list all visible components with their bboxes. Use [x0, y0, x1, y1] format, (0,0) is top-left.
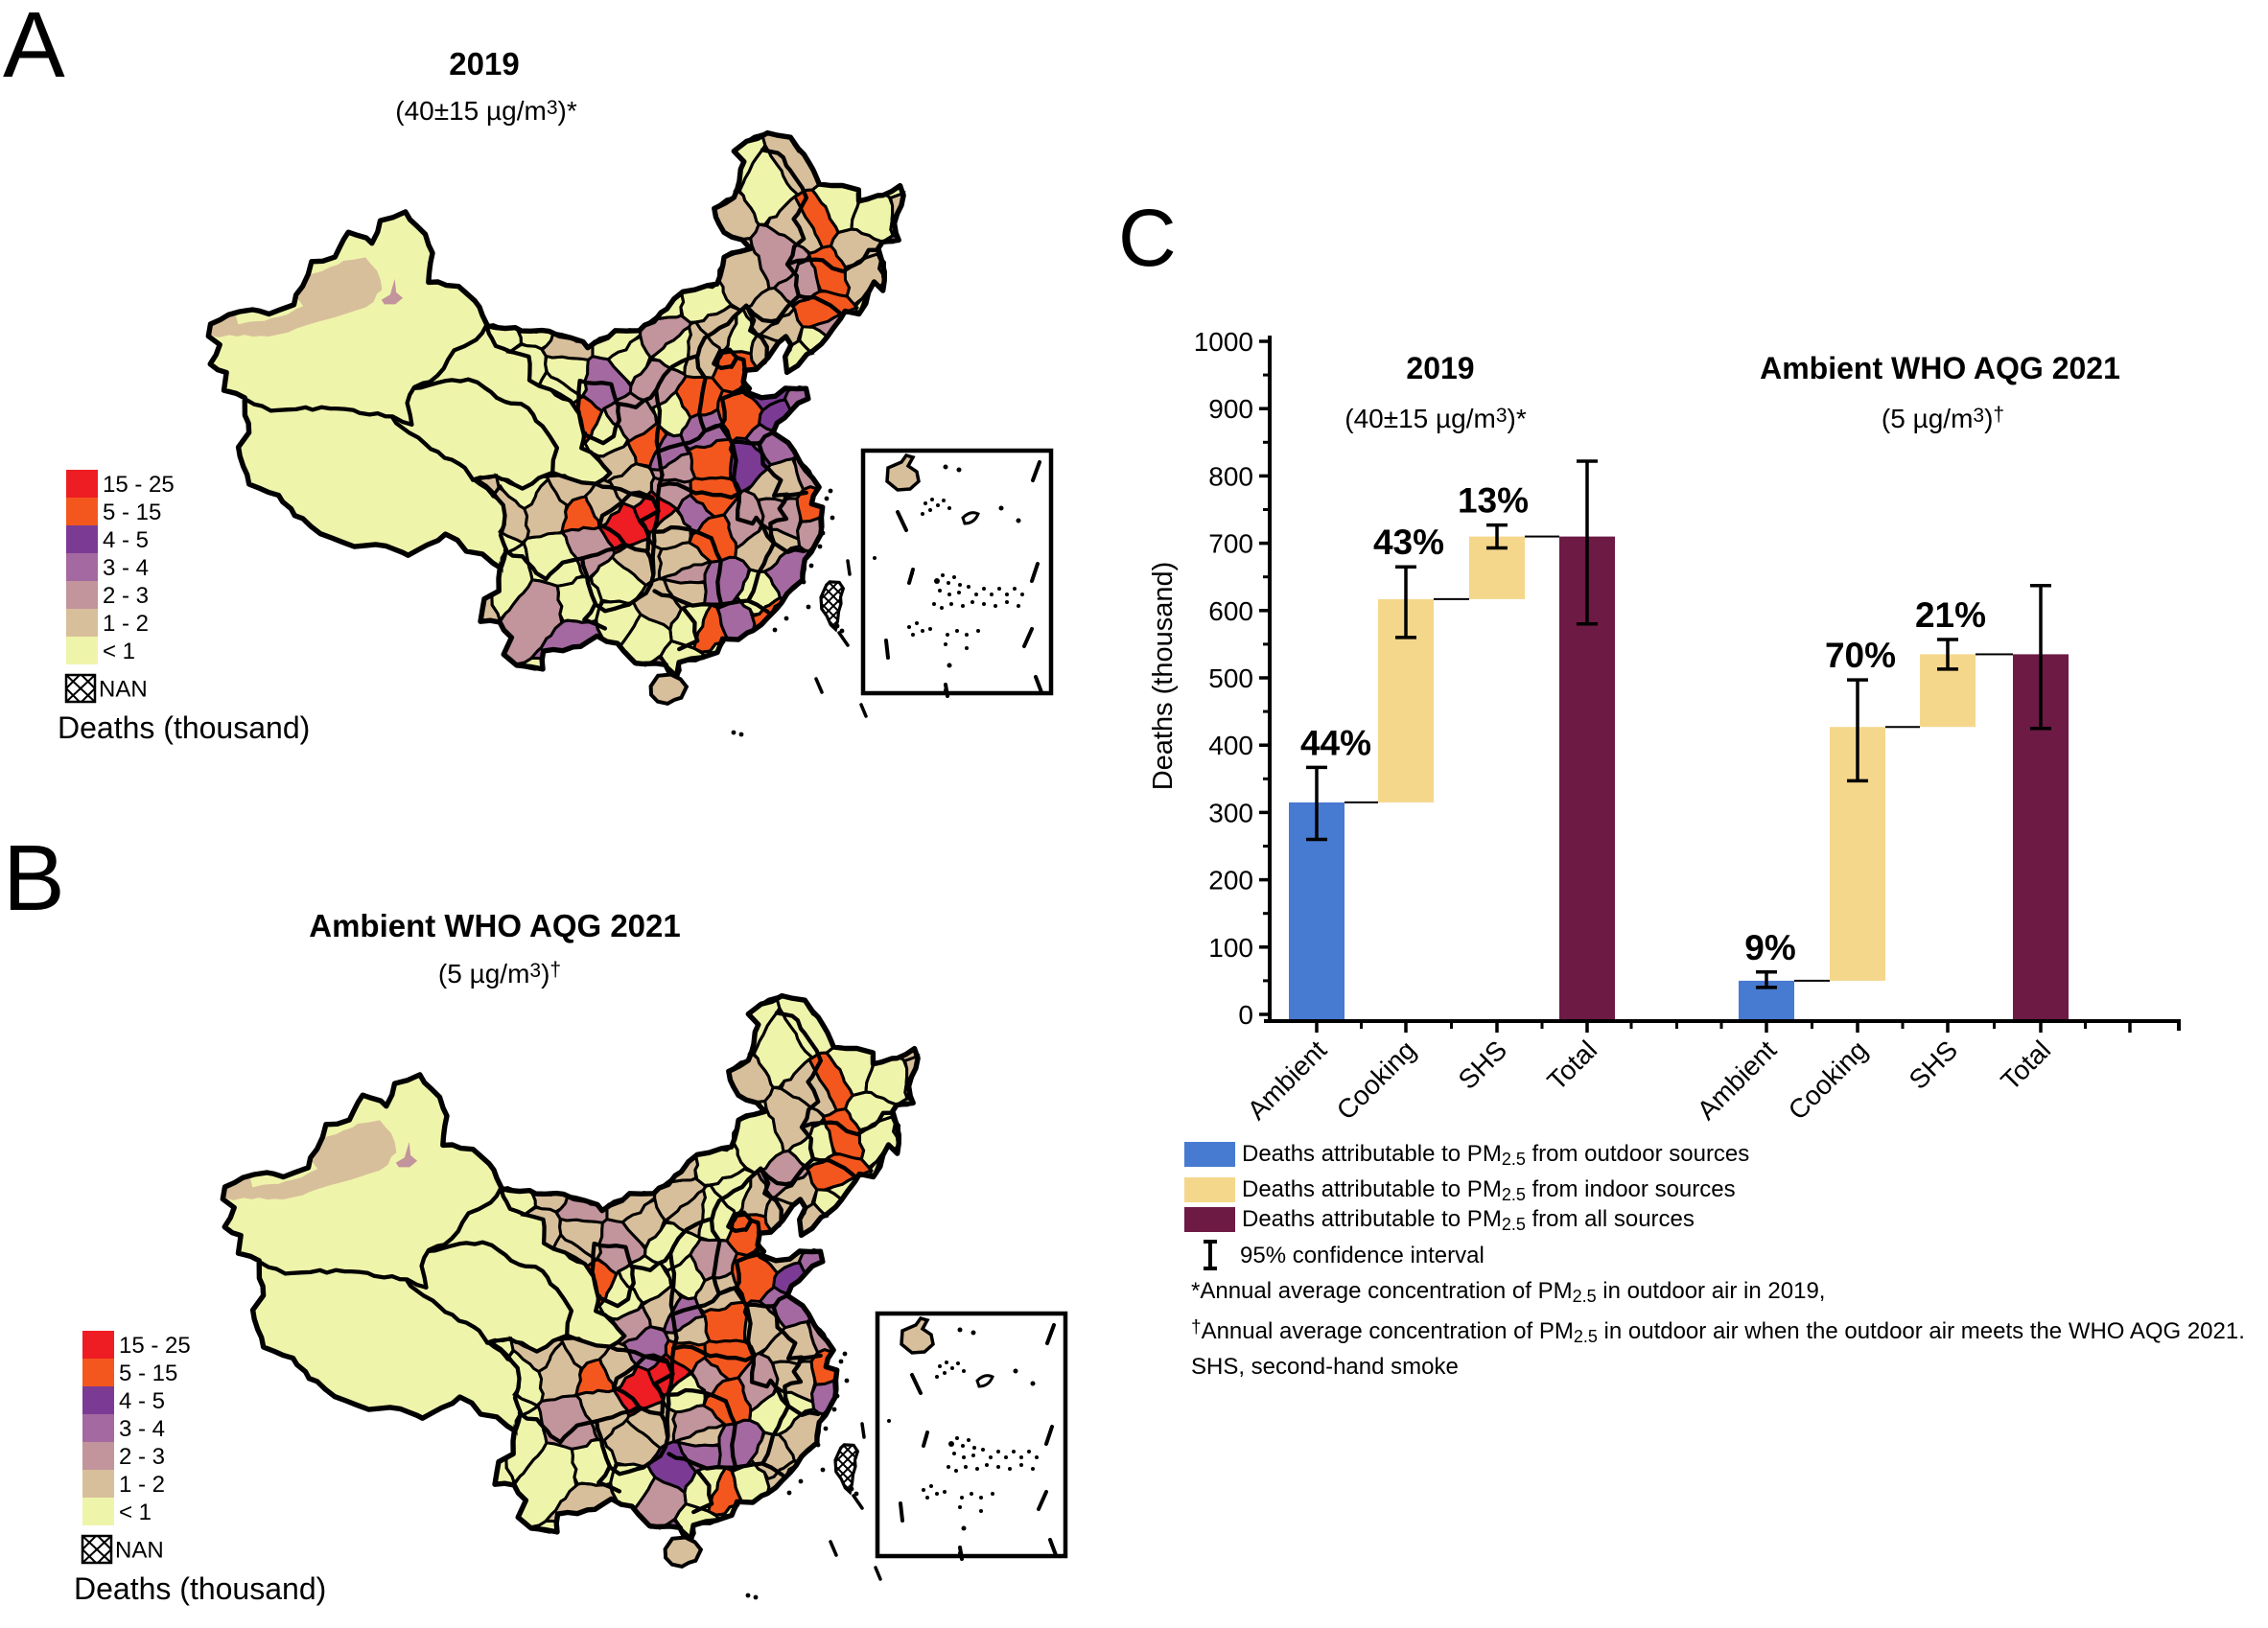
svg-text:300: 300	[1208, 798, 1253, 827]
svg-text:Deaths attributable to PM2.5 f: Deaths attributable to PM2.5 from all so…	[1242, 1206, 1695, 1234]
svg-text:Ambient WHO AQG 2021: Ambient WHO AQG 2021	[309, 908, 681, 943]
svg-text:3 - 4: 3 - 4	[103, 555, 149, 581]
svg-text:200: 200	[1208, 866, 1253, 895]
svg-text:SHS, second-hand smoke: SHS, second-hand smoke	[1191, 1354, 1459, 1380]
svg-text:< 1: < 1	[119, 1500, 152, 1525]
svg-text:4 - 5: 4 - 5	[119, 1388, 165, 1414]
svg-text:95% confidence interval: 95% confidence interval	[1240, 1243, 1485, 1268]
svg-text:70%: 70%	[1825, 636, 1896, 675]
svg-text:C: C	[1118, 193, 1177, 283]
svg-text:Deaths (thousand): Deaths (thousand)	[1148, 562, 1179, 791]
svg-text:15 - 25: 15 - 25	[103, 472, 175, 498]
svg-text:Ambient WHO AQG 2021: Ambient WHO AQG 2021	[1760, 351, 2120, 385]
svg-text:2019: 2019	[1406, 351, 1474, 385]
svg-text:Deaths attributable to PM2.5 f: Deaths attributable to PM2.5 from outdoo…	[1242, 1141, 1749, 1169]
svg-text:13%: 13%	[1458, 481, 1529, 521]
svg-text:500: 500	[1208, 663, 1253, 693]
svg-text:1000: 1000	[1194, 327, 1253, 357]
svg-text:44%: 44%	[1300, 723, 1371, 762]
svg-text:NAN: NAN	[115, 1538, 164, 1564]
svg-text:Deaths (thousand): Deaths (thousand)	[58, 710, 310, 745]
svg-text:Deaths attributable to PM2.5 f: Deaths attributable to PM2.5 from indoor…	[1242, 1176, 1736, 1204]
svg-text:2 - 3: 2 - 3	[119, 1444, 165, 1470]
svg-text:5 - 15: 5 - 15	[119, 1361, 177, 1386]
svg-text:A: A	[3, 0, 65, 97]
svg-text:700: 700	[1208, 529, 1253, 559]
svg-text:21%: 21%	[1915, 595, 1986, 635]
svg-text:400: 400	[1208, 731, 1253, 760]
svg-text:9%: 9%	[1744, 928, 1795, 967]
svg-text:15 - 25: 15 - 25	[119, 1333, 191, 1359]
svg-text:4 - 5: 4 - 5	[103, 527, 149, 553]
svg-text:3 - 4: 3 - 4	[119, 1416, 165, 1442]
svg-text:(5 µg/m3)†: (5 µg/m3)†	[438, 959, 561, 988]
svg-text:2019: 2019	[449, 46, 519, 81]
svg-text:800: 800	[1208, 461, 1253, 491]
svg-text:Deaths (thousand): Deaths (thousand)	[74, 1571, 326, 1606]
svg-text:0: 0	[1238, 1000, 1253, 1030]
svg-text:900: 900	[1208, 394, 1253, 424]
svg-text:NAN: NAN	[99, 677, 148, 703]
svg-text:5 - 15: 5 - 15	[103, 500, 161, 525]
svg-text:1 - 2: 1 - 2	[103, 611, 149, 637]
svg-text:†Annual average concentration: †Annual average concentration of PM2.5 i…	[1191, 1317, 2245, 1346]
svg-text:< 1: < 1	[103, 639, 135, 664]
svg-text:1 - 2: 1 - 2	[119, 1472, 165, 1498]
svg-text:(5 µg/m3)†: (5 µg/m3)†	[1882, 404, 2004, 433]
svg-text:43%: 43%	[1373, 523, 1444, 562]
svg-text:600: 600	[1208, 596, 1253, 626]
svg-text:B: B	[3, 826, 65, 930]
svg-text:2 - 3: 2 - 3	[103, 583, 149, 609]
svg-text:*Annual average concentration: *Annual average concentration of PM2.5 i…	[1191, 1278, 1825, 1306]
svg-text:100: 100	[1208, 933, 1253, 963]
